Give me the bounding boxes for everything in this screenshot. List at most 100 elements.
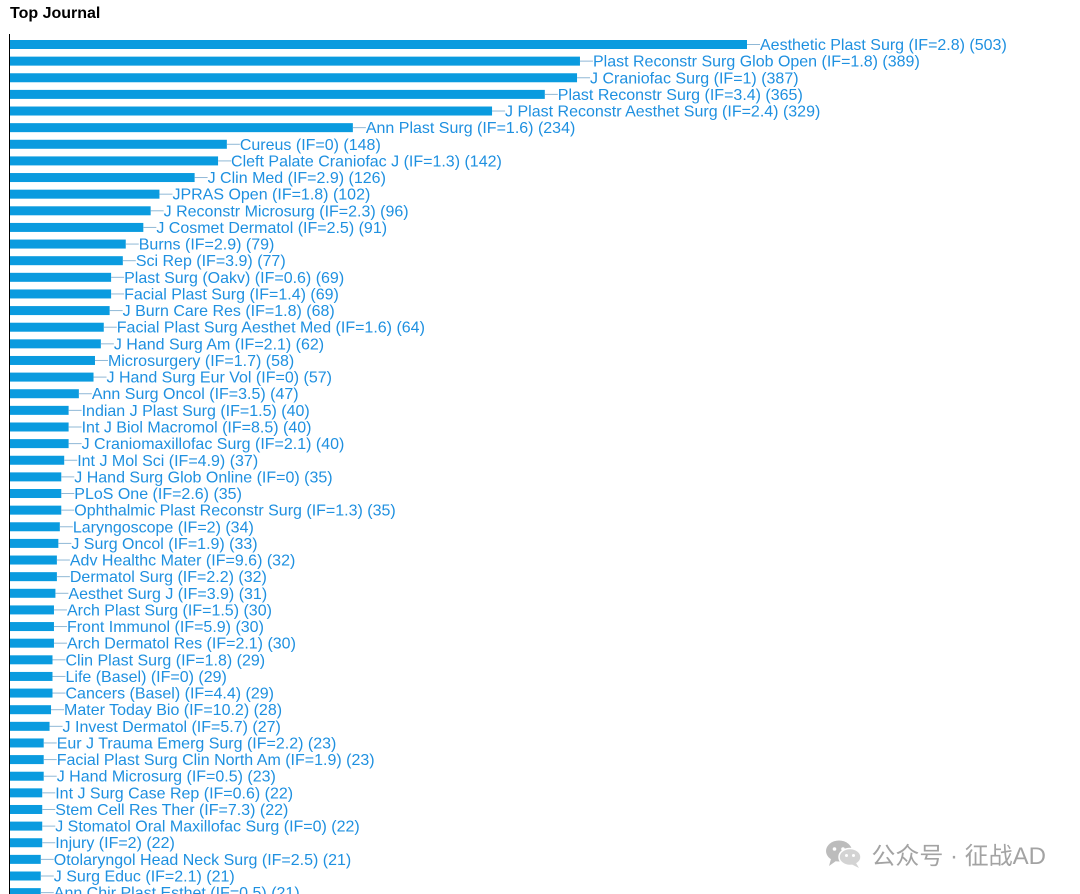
bar xyxy=(10,572,57,582)
bar-label: Laryngoscope (IF=2) (34) xyxy=(73,519,254,536)
bar xyxy=(10,605,54,615)
bar xyxy=(10,538,59,548)
bar xyxy=(10,721,50,731)
bar xyxy=(10,804,43,814)
bar xyxy=(10,738,44,748)
bar-label: J Hand Surg Glob Online (IF=0) (35) xyxy=(74,469,332,486)
bar-label: Cleft Palate Craniofac J (IF=1.3) (142) xyxy=(231,153,502,170)
bar-label: Arch Dermatol Res (IF=2.1) (30) xyxy=(67,636,296,653)
bar xyxy=(10,638,54,648)
bar-label: J Plast Reconstr Aesthet Surg (IF=2.4) (… xyxy=(505,104,820,121)
bar-label: Life (Basel) (IF=0) (29) xyxy=(65,669,226,686)
bar-label: Otolaryngol Head Neck Surg (IF=2.5) (21) xyxy=(54,852,351,869)
bar-label: Sci Rep (IF=3.9) (77) xyxy=(136,253,286,270)
bar xyxy=(10,771,44,781)
wechat-icon xyxy=(826,840,863,868)
bar xyxy=(10,655,53,665)
bar-label: J Hand Microsurg (IF=0.5) (23) xyxy=(57,769,276,786)
bar-label: Burns (IF=2.9) (79) xyxy=(139,237,275,254)
bar-label: Plast Surg (Oakv) (IF=0.6) (69) xyxy=(124,270,344,287)
bar xyxy=(10,871,41,881)
bar xyxy=(10,222,144,232)
bar xyxy=(10,671,53,681)
bar xyxy=(10,239,126,249)
bar xyxy=(10,405,69,415)
bar-label: Dermatol Surg (IF=2.2) (32) xyxy=(70,569,267,586)
bar xyxy=(10,755,44,765)
bar-label: Plast Reconstr Surg (IF=3.4) (365) xyxy=(558,87,803,104)
bar-label: J Craniofac Surg (IF=1) (387) xyxy=(590,70,799,87)
bar xyxy=(10,821,43,831)
bar-label: J Clin Med (IF=2.9) (126) xyxy=(208,170,386,187)
bar xyxy=(10,339,101,349)
chart-title: Top Journal xyxy=(10,5,101,22)
bar-label: Aesthetic Plast Surg (IF=2.8) (503) xyxy=(760,37,1007,54)
bar-label: J Surg Educ (IF=2.1) (21) xyxy=(54,869,235,886)
bar-label: J Reconstr Microsurg (IF=2.3) (96) xyxy=(164,203,409,220)
bar-label: Mater Today Bio (IF=10.2) (28) xyxy=(64,702,282,719)
bar xyxy=(10,173,195,183)
bar xyxy=(10,888,41,894)
bar xyxy=(10,622,54,632)
bar-label: J Stomatol Oral Maxillofac Surg (IF=0) (… xyxy=(55,819,360,836)
bar-label: Front Immunol (IF=5.9) (30) xyxy=(67,619,264,636)
bar xyxy=(10,422,69,432)
bar-label: Plast Reconstr Surg Glob Open (IF=1.8) (… xyxy=(593,54,920,71)
bar-label: PLoS One (IF=2.6) (35) xyxy=(74,486,242,503)
bar xyxy=(10,322,104,332)
bar-label: Facial Plast Surg (IF=1.4) (69) xyxy=(124,286,339,303)
bar xyxy=(10,256,123,266)
bar-label: Eur J Trauma Emerg Surg (IF=2.2) (23) xyxy=(57,735,337,752)
bar xyxy=(10,123,353,133)
bar-label: Stem Cell Res Ther (IF=7.3) (22) xyxy=(55,802,288,819)
bar xyxy=(10,156,219,166)
bar xyxy=(10,289,112,299)
watermark-text: 公众号 · 征战AD xyxy=(871,843,1046,870)
bar xyxy=(10,106,493,116)
bar xyxy=(10,439,69,449)
bar xyxy=(10,455,65,465)
bar-label: Int J Biol Macromol (IF=8.5) (40) xyxy=(82,419,312,436)
bar-label: Ann Plast Surg (IF=1.6) (234) xyxy=(366,120,575,137)
bar xyxy=(10,472,62,482)
bar xyxy=(10,73,578,83)
bar xyxy=(10,306,110,316)
bar-label: Facial Plast Surg Clin North Am (IF=1.9)… xyxy=(57,752,375,769)
bar xyxy=(10,56,580,66)
bar xyxy=(10,788,43,798)
bar xyxy=(10,272,112,282)
bar-label: Ophthalmic Plast Reconstr Surg (IF=1.3) … xyxy=(74,503,395,520)
bar xyxy=(10,505,62,515)
bar xyxy=(10,355,95,365)
bar xyxy=(10,139,227,149)
bar-label: J Surg Oncol (IF=1.9) (33) xyxy=(71,536,257,553)
bar xyxy=(10,688,53,698)
bar-label: J Cosmet Dermatol (IF=2.5) (91) xyxy=(156,220,387,237)
bar xyxy=(10,89,545,99)
bar-label: Cancers (Basel) (IF=4.4) (29) xyxy=(65,686,274,703)
bar xyxy=(10,705,52,715)
bar-label: J Hand Surg Eur Vol (IF=0) (57) xyxy=(107,370,332,387)
bar-label: Adv Healthc Mater (IF=9.6) (32) xyxy=(70,553,295,570)
bar xyxy=(10,838,43,848)
bar xyxy=(10,206,151,216)
bar-label: J Invest Dermatol (IF=5.7) (27) xyxy=(63,719,281,736)
bar-label: Ann Surg Oncol (IF=3.5) (47) xyxy=(92,386,299,403)
bar-label: Aesthet Surg J (IF=3.9) (31) xyxy=(68,586,267,603)
bar xyxy=(10,189,160,199)
bar xyxy=(10,522,60,532)
bar xyxy=(10,389,79,399)
bar xyxy=(10,40,747,49)
bar-label: Int J Surg Case Rep (IF=0.6) (22) xyxy=(55,785,293,802)
bar-label: Indian J Plast Surg (IF=1.5) (40) xyxy=(82,403,310,420)
bar xyxy=(10,854,41,864)
bar-label: Facial Plast Surg Aesthet Med (IF=1.6) (… xyxy=(117,320,425,337)
bar-label: J Craniomaxillofac Surg (IF=2.1) (40) xyxy=(82,436,345,453)
bar-label: Cureus (IF=0) (148) xyxy=(240,137,381,154)
bar-label: Microsurgery (IF=1.7) (58) xyxy=(108,353,294,370)
bar-label: J Hand Surg Am (IF=2.1) (62) xyxy=(114,336,324,353)
bar xyxy=(10,555,57,565)
bar-label: Clin Plast Surg (IF=1.8) (29) xyxy=(65,652,265,669)
bar-label: Ann Chir Plast Esthet (IF=0.5) (21) xyxy=(54,885,300,894)
